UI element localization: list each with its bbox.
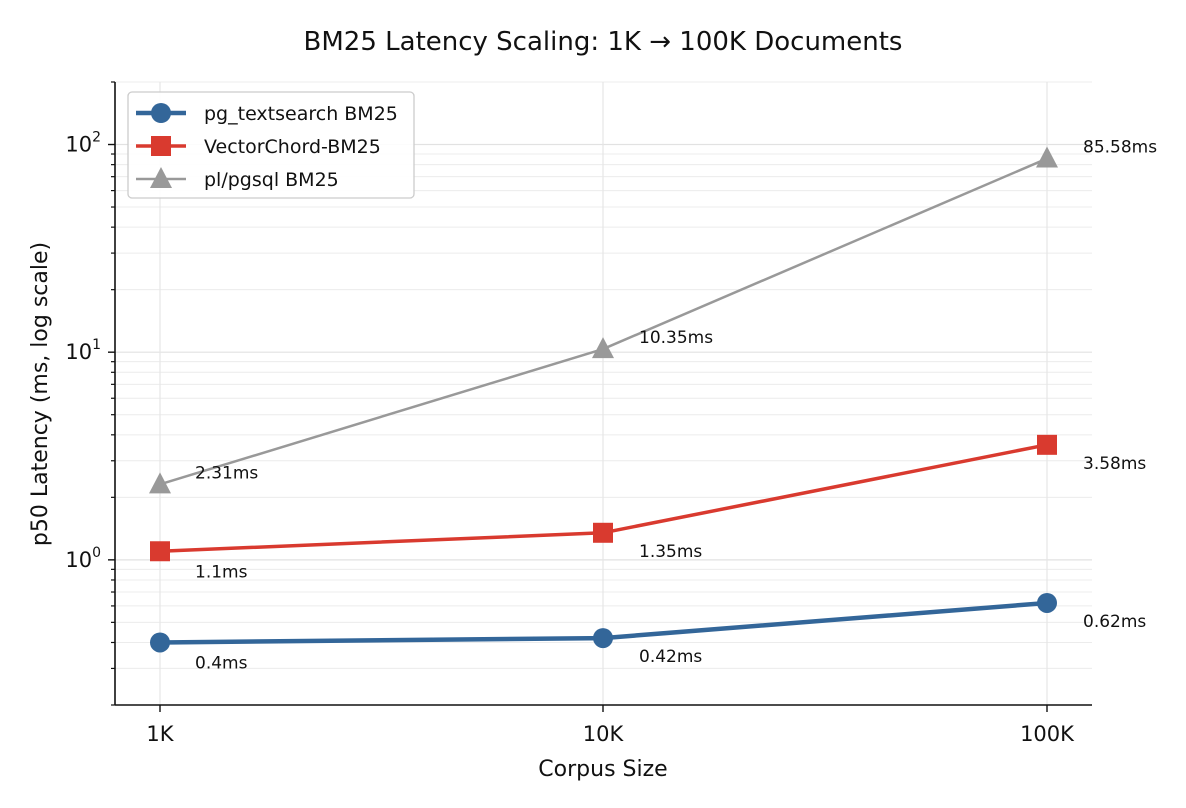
y-tick-base: 10 — [65, 548, 92, 572]
data-label: 1.35ms — [639, 542, 702, 562]
data-label: 85.58ms — [1083, 138, 1157, 158]
series-vectorchord-bm25 — [150, 434, 1057, 562]
legend-box — [127, 91, 415, 199]
y-tick-label: 101 — [65, 337, 101, 364]
legend-marker — [151, 103, 171, 123]
x-axis-ticks: 1K 10K 100K — [146, 705, 1075, 746]
y-axis-title: p50 Latency (ms, log scale) — [28, 242, 53, 546]
data-point — [593, 628, 613, 649]
x-axis-title: Corpus Size — [538, 757, 667, 782]
legend: pg_textsearch BM25 VectorChord-BM25 pl/pgs… — [127, 91, 415, 199]
data-point — [150, 541, 170, 562]
y-tick-base: 10 — [65, 133, 92, 157]
data-point — [149, 472, 171, 494]
data-label: 0.62ms — [1083, 612, 1146, 632]
y-tick-exponent: 1 — [92, 337, 101, 353]
x-tick-label: 10K — [583, 722, 625, 746]
data-point — [1037, 592, 1057, 613]
data-point — [1036, 146, 1058, 168]
data-label: 0.42ms — [639, 647, 702, 667]
series-pg-textsearch-bm25 — [150, 592, 1057, 653]
data-label: 1.1ms — [195, 562, 248, 582]
x-tick-label: 100K — [1020, 722, 1075, 746]
data-point — [150, 632, 170, 653]
series — [149, 146, 1058, 653]
legend-item: VectorChord-BM25 — [136, 136, 381, 158]
y-tick-exponent: 0 — [92, 545, 101, 561]
data-point — [592, 337, 614, 359]
chart-title: BM25 Latency Scaling: 1K → 100K Document… — [304, 27, 903, 57]
y-tick-label: 102 — [65, 130, 101, 157]
y-tick-exponent: 2 — [92, 130, 101, 146]
y-tick-base: 10 — [65, 340, 92, 364]
legend-item: pg_textsearch BM25 — [136, 103, 398, 125]
data-label: 2.31ms — [195, 463, 258, 483]
legend-marker — [150, 167, 172, 188]
y-tick-label: 100 — [65, 545, 101, 572]
legend-label: pg_textsearch BM25 — [204, 103, 398, 125]
data-label: 3.58ms — [1083, 454, 1146, 474]
series-pl-pgsql-bm25 — [149, 146, 1058, 494]
data-point — [1037, 434, 1057, 455]
data-label: 10.35ms — [639, 328, 713, 348]
data-label: 0.4ms — [195, 653, 248, 673]
data-point — [593, 522, 613, 543]
legend-item: pl/pgsql BM25 — [136, 167, 339, 191]
x-tick-label: 1K — [146, 722, 174, 746]
legend-label: VectorChord-BM25 — [204, 136, 381, 158]
legend-label: pl/pgsql BM25 — [204, 169, 339, 191]
legend-marker — [151, 136, 171, 156]
grid — [115, 81, 1092, 706]
data-labels: 0.4ms 0.42ms 0.62ms 1.1ms 1.35ms 3.58ms 2.31ms… — [195, 138, 1157, 674]
